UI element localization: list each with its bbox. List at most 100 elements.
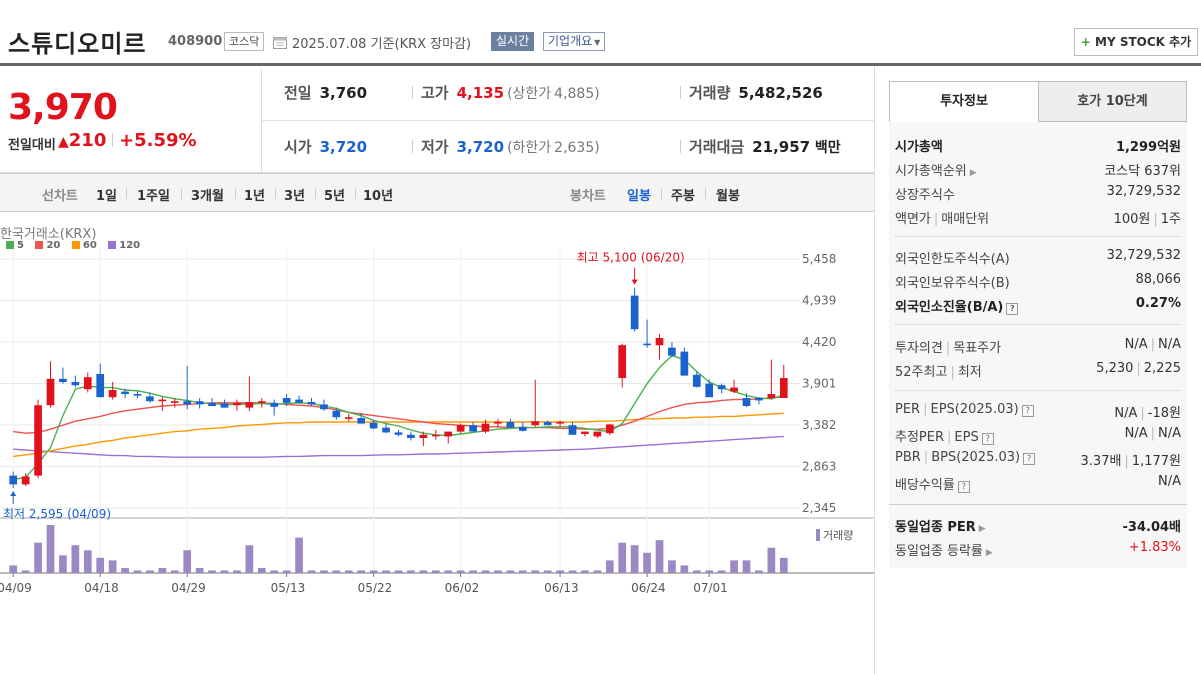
help-icon[interactable]: ? <box>957 481 970 493</box>
y-tick-label: 3,382 <box>802 418 836 432</box>
candle-body <box>382 427 390 433</box>
divider <box>895 324 1181 325</box>
pbr-amount: 3.37배 <box>1080 454 1122 469</box>
est-per-amount: N/A <box>1124 426 1148 441</box>
amount-label: 거래대금 <box>689 138 745 156</box>
foreign-ratio-text: 외국인소진율(B/A) <box>895 300 1004 315</box>
industry-rate-text: 동일업종 등락률 <box>895 544 983 559</box>
my-stock-add-button[interactable]: + MY STOCK 추가 <box>1074 28 1198 56</box>
divider: | <box>923 402 928 417</box>
divider <box>895 236 1181 237</box>
price-summary: 3,970 전일대비 ▲210 +5.59% 전일 3,760 고가 4,135 (상… <box>0 69 874 173</box>
help-icon[interactable]: ? <box>1006 303 1019 315</box>
market-badge: 코스닥 <box>224 32 265 51</box>
volume-bar <box>320 570 328 573</box>
candle-body <box>108 390 117 398</box>
divider <box>112 133 113 147</box>
volume-bar <box>195 567 204 573</box>
y-tick-label: 4,420 <box>802 335 836 349</box>
row-industry-per[interactable]: 동일업종 PER ▶ -34.04배 <box>895 516 1181 536</box>
stock-code: 408900 <box>168 34 223 49</box>
row-market-cap-rank[interactable]: 시가총액순위 ▶ 코스닥 637위 <box>895 160 1181 180</box>
prev-close-label: 전일 <box>284 84 312 102</box>
divider <box>315 188 316 199</box>
help-icon[interactable]: ? <box>1023 453 1036 465</box>
base-date: 2025.07.08 <box>292 37 367 52</box>
period-1y[interactable]: 1년 <box>244 189 266 204</box>
candle-body <box>531 421 540 426</box>
period-3m[interactable]: 3개월 <box>191 189 224 204</box>
x-tick-label: 06/02 <box>445 581 480 593</box>
period-5y[interactable]: 5년 <box>324 189 346 204</box>
dividend-label: 배당수익률? <box>895 474 970 493</box>
chevron-right-icon: ▶ <box>985 548 993 558</box>
period-1w[interactable]: 1주일 <box>137 189 170 204</box>
52week-low-value: 2,225 <box>1143 361 1181 376</box>
divider <box>412 140 413 153</box>
row-pbr: PBR | BPS(2025.03)? 3.37배 | 1,177원 <box>895 450 1181 470</box>
candle-body <box>320 404 328 410</box>
tab-investment-info[interactable]: 투자정보 <box>889 81 1039 122</box>
y-tick-label: 4,939 <box>802 294 836 308</box>
candle-body <box>34 405 42 476</box>
period-weekly[interactable]: 주봉 <box>671 189 695 204</box>
volume-bar <box>767 547 776 573</box>
company-info-dropdown[interactable]: 기업개요 ▼ <box>543 32 606 51</box>
candle-body <box>705 383 714 398</box>
price-chart[interactable]: 5,458 4,939 4,420 3,901 3,382 2,863 2,345 04/09… <box>0 213 874 593</box>
candle-body <box>357 418 366 424</box>
realtime-button[interactable]: 실시간 <box>491 32 535 51</box>
stock-header: 스튜디오미르 408900 코스닥 2025.07.08 기준(KRX 장마감)… <box>0 0 1201 66</box>
candle-body <box>307 402 316 405</box>
candle-body <box>369 422 378 429</box>
volume-bar <box>456 570 465 573</box>
period-3y[interactable]: 3년 <box>284 189 306 204</box>
candle-body <box>170 401 179 403</box>
volume-bar <box>233 570 241 573</box>
volume: 거래량 5,482,526 <box>689 82 823 103</box>
candle-body <box>183 401 192 405</box>
industry-per-label: 동일업종 PER ▶ <box>895 516 986 535</box>
candle-body <box>730 387 738 392</box>
row-52week: 52주최고 | 최저 5,230 | 2,225 <box>895 361 1181 381</box>
industry-per-text: 동일업종 PER <box>895 520 976 535</box>
ma5-line <box>13 354 785 481</box>
eps-text: EPS(2025.03) <box>930 402 1019 417</box>
upper-limit-value: 4,885) <box>554 86 600 102</box>
high-arrow-icon <box>631 279 638 285</box>
row-industry-rate[interactable]: 동일업종 등락률 ▶ +1.83% <box>895 540 1181 560</box>
legend-swatch <box>6 241 14 249</box>
candle-body <box>59 378 67 383</box>
ma-legend: 5 20 60 120 <box>6 240 148 251</box>
calendar-icon <box>273 37 287 49</box>
period-daily[interactable]: 일봉 <box>627 189 651 204</box>
tab-orderbook-10[interactable]: 호가 10단계 <box>1038 81 1187 122</box>
candlestick-chart-svg[interactable]: 5,458 4,939 4,420 3,901 3,382 2,863 2,345 04/09… <box>0 213 874 593</box>
candle-body <box>742 398 751 407</box>
volume-label: 거래량 <box>823 529 853 542</box>
pbr-text: PBR <box>895 450 921 465</box>
divider: | <box>1150 426 1155 441</box>
volume-bar <box>34 542 42 573</box>
volume-bar <box>779 557 788 573</box>
period-1d[interactable]: 1일 <box>96 189 118 204</box>
row-market-cap: 시가총액 1,299억원 <box>895 136 1181 156</box>
candle-body <box>121 391 129 395</box>
candle-body <box>692 374 701 387</box>
x-tick-label: 06/24 <box>631 581 666 593</box>
period-monthly[interactable]: 월봉 <box>716 189 740 204</box>
candle-body <box>21 476 30 485</box>
x-tick-label: 04/29 <box>171 581 206 593</box>
period-10y[interactable]: 10년 <box>363 189 394 204</box>
help-icon[interactable]: ? <box>1021 405 1034 417</box>
volume-bar <box>357 570 366 573</box>
face-value-amount: 100원 <box>1113 212 1151 227</box>
volume-bar <box>83 550 92 573</box>
help-icon[interactable]: ? <box>981 433 994 445</box>
y-tick-label: 5,458 <box>802 252 836 266</box>
candle-body <box>158 399 167 402</box>
candle-body <box>630 295 639 330</box>
divider <box>261 69 262 173</box>
volume-value: 5,482,526 <box>738 84 823 102</box>
volume-bar <box>332 570 341 573</box>
